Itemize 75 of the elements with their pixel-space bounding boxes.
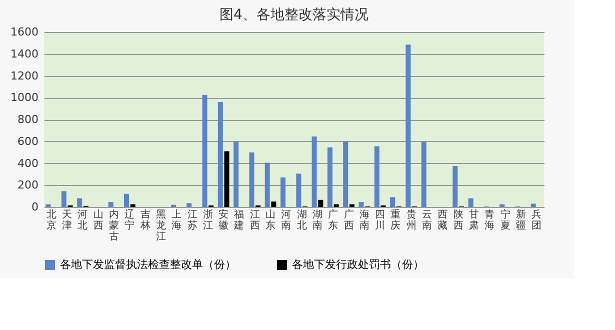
bar	[374, 146, 380, 207]
x-tick-label: 湖南	[312, 208, 322, 232]
x-tick-label: 山东	[266, 208, 276, 232]
x-tick-label: 江西	[250, 208, 260, 232]
bar	[234, 141, 239, 207]
x-tick-label: 吉林	[139, 208, 150, 232]
x-tick-label: 浙江	[202, 208, 213, 232]
x-tick-label: 云南	[422, 210, 432, 232]
y-tick-label: 1200	[10, 69, 38, 82]
bar	[264, 162, 270, 207]
x-tick-label: 陕西	[453, 208, 464, 232]
bar	[343, 141, 348, 207]
x-tick-label: 北京	[46, 208, 56, 232]
bar	[334, 204, 339, 207]
x-tick-label: 江苏	[187, 208, 198, 232]
x-tick-label: 兵团	[532, 208, 542, 232]
y-tick-label: 800	[18, 113, 38, 126]
x-tick-label: 宁夏	[500, 208, 510, 232]
x-tick-label: 辽宁	[124, 208, 135, 232]
legend-label: 各地下发行政处罚书（份）	[292, 258, 424, 271]
x-tick-label: 黑龙江	[156, 210, 166, 242]
x-tick-label: 新疆	[516, 208, 526, 232]
legend-label: 各地下发监督执法检查整改单（份）	[60, 258, 236, 271]
x-tick-label: 安徽	[218, 208, 229, 232]
x-tick-label: 广东	[328, 208, 338, 232]
bar	[77, 198, 82, 207]
x-tick-label: 天津	[62, 210, 72, 232]
x-tick-label: 四川	[375, 210, 386, 232]
bar	[202, 94, 208, 207]
bar	[421, 141, 426, 207]
y-tick-label: 600	[18, 134, 38, 148]
y-tick-label: 400	[18, 156, 38, 170]
bar	[452, 166, 458, 207]
x-tick-label: 甘肃	[468, 208, 479, 232]
bar	[530, 204, 536, 207]
bar	[218, 102, 223, 207]
x-tick-label: 福建	[233, 208, 244, 232]
bar	[186, 203, 192, 207]
bar	[280, 177, 286, 207]
x-tick-label: 贵州	[406, 208, 416, 232]
x-tick-label: 内蒙古	[109, 208, 120, 242]
bar	[130, 204, 136, 207]
bar	[390, 197, 396, 207]
chart-title: 图4、各地整改落实情况	[220, 7, 368, 23]
x-tick-label: 湖北	[296, 208, 307, 232]
bar	[296, 174, 302, 207]
bar	[358, 202, 364, 207]
x-tick-label: 青海	[484, 208, 495, 232]
bar	[318, 200, 324, 207]
x-tick-label: 西藏	[438, 210, 448, 232]
x-tick-label: 上海	[172, 208, 182, 232]
x-tick-label: 海南	[359, 208, 370, 232]
x-tick-label: 河南	[281, 208, 292, 232]
x-tick-label: 重庆	[390, 208, 401, 232]
y-tick-label: 1600	[10, 26, 38, 38]
y-tick-label: 0	[32, 200, 38, 214]
y-tick-label: 1400	[10, 47, 38, 60]
bar	[108, 202, 114, 207]
bar	[327, 147, 332, 207]
bar	[349, 204, 354, 207]
x-tick-label: 山西	[93, 208, 104, 232]
y-tick-label: 1000	[10, 91, 38, 104]
bar	[312, 136, 317, 207]
bar	[224, 151, 230, 207]
bar	[271, 202, 276, 207]
bar	[468, 198, 474, 207]
bar	[249, 152, 254, 207]
x-tick-label: 广西	[344, 208, 354, 232]
bar	[406, 44, 411, 207]
x-tick-label: 河北	[78, 208, 88, 232]
bar	[500, 204, 505, 207]
bar	[46, 204, 51, 207]
bar	[61, 191, 66, 207]
y-tick-label: 200	[18, 178, 38, 192]
bar	[124, 194, 130, 207]
